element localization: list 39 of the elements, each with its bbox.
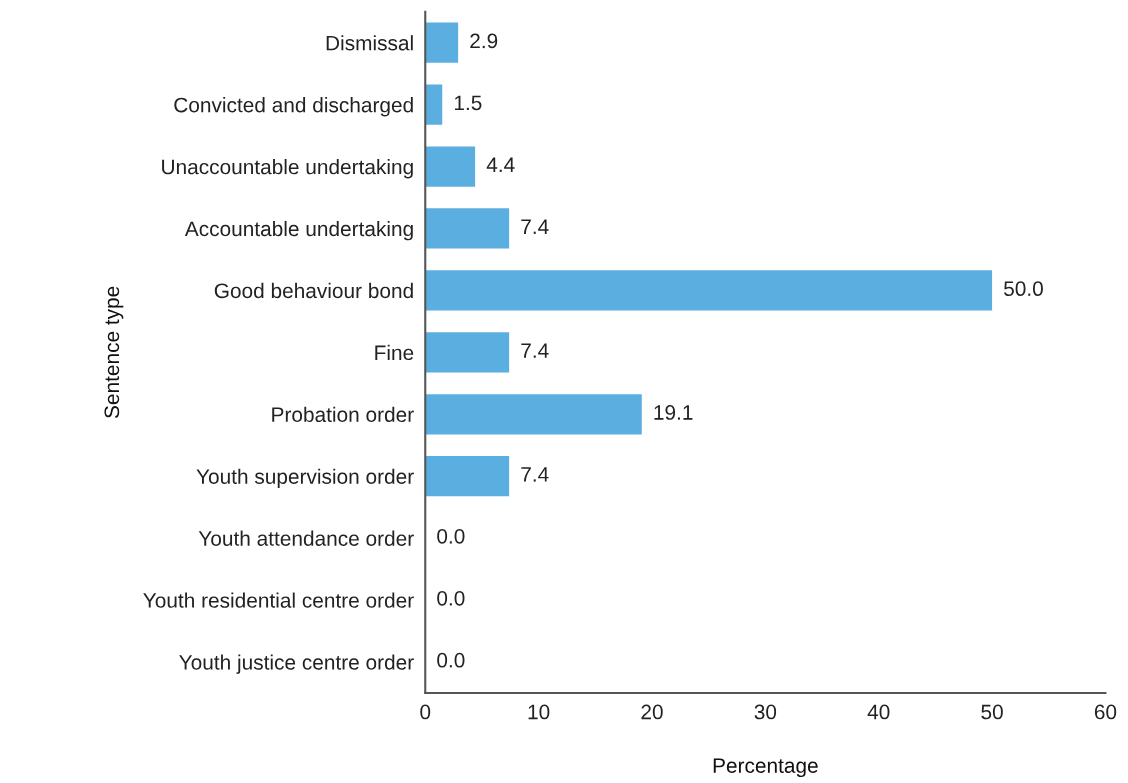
bar <box>425 456 510 497</box>
x-tick-label: 0 <box>420 704 431 720</box>
y-tick-label: Youth supervision order <box>196 468 414 489</box>
x-tick-label: 40 <box>867 704 890 720</box>
data-label: 7.4 <box>521 467 549 482</box>
y-tick-label: Convicted and discharged <box>174 97 413 117</box>
y-tick-label: Youth justice centre order <box>179 654 414 674</box>
bar <box>425 208 510 249</box>
bar <box>425 146 476 187</box>
bar <box>425 394 642 435</box>
y-tick-label: Fine <box>375 344 414 361</box>
data-label: 0.0 <box>437 652 465 668</box>
bar <box>425 84 443 125</box>
data-label: 0.0 <box>437 528 465 544</box>
y-tick-label: Youth residential centre order <box>143 592 414 608</box>
y-tick-label: Probation order <box>272 406 414 423</box>
data-label: 4.4 <box>486 157 515 172</box>
x-tick-label: 20 <box>641 704 663 720</box>
y-tick-label: Good behaviour bond <box>214 282 413 299</box>
y-tick-label: Unaccountable undertaking <box>162 159 413 179</box>
y-tick-label: Dismissal <box>326 35 413 51</box>
x-tick-label: 30 <box>754 704 777 720</box>
data-label: 19.1 <box>654 405 693 420</box>
data-label: 7.4 <box>521 219 549 234</box>
data-label: 1.5 <box>454 95 482 111</box>
data-label: 2.9 <box>470 33 498 49</box>
x-tick-label: 10 <box>528 704 550 720</box>
data-label: 7.4 <box>521 343 549 358</box>
x-tick-label: 50 <box>981 704 1003 720</box>
data-label: 50.0 <box>1004 281 1043 297</box>
y-tick-label: Youth attendance order <box>198 530 414 546</box>
data-label: 0.0 <box>437 590 465 606</box>
y-tick-label: Accountable undertaking <box>184 220 413 241</box>
bar <box>425 332 510 373</box>
x-axis-title: Percentage <box>713 758 818 778</box>
bar <box>425 22 459 63</box>
bar <box>425 270 993 311</box>
x-tick-label: 60 <box>1094 704 1117 720</box>
y-axis-title: Sentence type <box>104 286 124 418</box>
